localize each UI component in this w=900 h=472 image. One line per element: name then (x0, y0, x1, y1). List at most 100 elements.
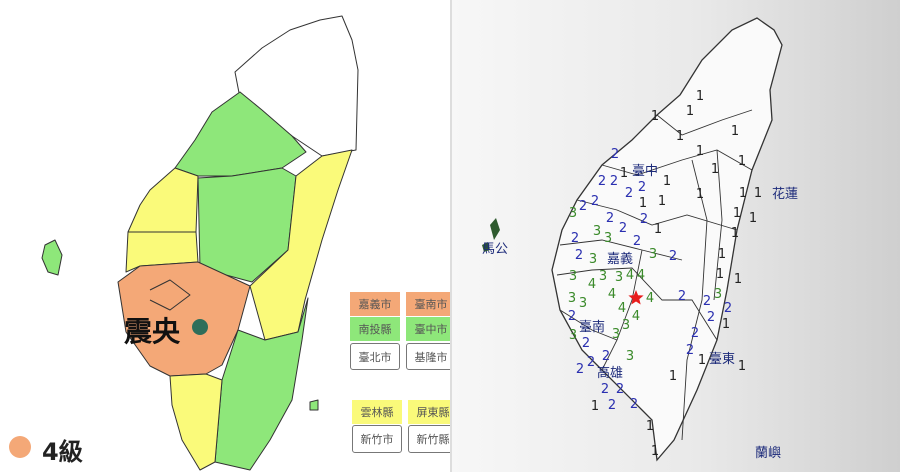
station-intensity-1: 1 (676, 129, 684, 144)
station-intensity-1: 1 (651, 109, 659, 124)
epicenter-star-icon (628, 290, 644, 305)
station-intensity-4: 4 (632, 309, 640, 324)
station-intensity-3: 3 (649, 247, 657, 262)
station-intensity-2: 2 (707, 310, 715, 325)
county-taitung[interactable] (214, 297, 309, 471)
county-button-taipei[interactable]: 臺北市 (350, 343, 400, 370)
station-intensity-1: 1 (646, 419, 654, 434)
station-intensity-4: 4 (588, 277, 596, 292)
station-intensity-1: 1 (718, 247, 726, 262)
taiwan-county-map (9, 15, 359, 471)
station-intensity-3: 3 (714, 287, 722, 302)
city-label-taichung: 臺中 (632, 164, 658, 179)
city-label-lanyu: 蘭嶼 (755, 445, 781, 461)
station-intensity-1: 1 (686, 104, 694, 119)
station-intensity-2: 2 (602, 349, 610, 364)
station-intensity-3: 3 (593, 224, 601, 239)
station-intensity-1: 1 (654, 222, 662, 237)
station-intensity-3: 3 (612, 327, 620, 342)
county-button-hsinchu-county[interactable]: 新竹縣 (408, 425, 458, 453)
station-intensity-3: 3 (626, 349, 634, 364)
taiwan-outline (551, 17, 783, 462)
station-intensity-1: 1 (698, 353, 706, 368)
county-chiayi-tainan-kaohsiung[interactable] (117, 261, 251, 377)
station-intensity-1: 1 (734, 272, 742, 287)
station-intensity-1: 1 (711, 162, 719, 177)
station-intensity-3: 3 (589, 252, 597, 267)
station-intensity-1: 1 (591, 399, 599, 414)
city-label-kaohsiung: 高雄 (597, 365, 623, 381)
station-intensity-2: 2 (724, 301, 732, 316)
station-intensity-3: 3 (569, 269, 577, 284)
city-label-hualien: 花蓮 (772, 186, 798, 202)
epicenter-dot (192, 319, 208, 335)
level-4-swatch (9, 436, 31, 458)
station-intensity-1: 1 (738, 154, 746, 169)
county-pingtung[interactable] (169, 373, 223, 471)
station-intensity-1: 1 (639, 196, 647, 211)
station-intensity-3: 3 (569, 328, 577, 343)
station-intensity-2: 2 (610, 174, 618, 189)
city-label-taitung: 臺東 (709, 351, 735, 367)
station-intensity-1: 1 (716, 267, 724, 282)
county-borders (556, 109, 753, 441)
station-intensity-3: 3 (622, 318, 630, 333)
station-intensity-2: 2 (571, 231, 579, 246)
county-button-yunlin[interactable]: 雲林縣 (352, 400, 402, 424)
station-intensity-2: 2 (591, 194, 599, 209)
lanyu-island (309, 399, 319, 411)
station-intensity-1: 1 (733, 206, 741, 221)
station-intensity-3: 3 (568, 291, 576, 306)
penghu-islands (41, 239, 63, 276)
station-intensity-2: 2 (633, 234, 641, 249)
county-hualien[interactable] (249, 149, 353, 341)
station-intensity-1: 1 (731, 226, 739, 241)
station-intensity-2: 2 (669, 249, 677, 264)
station-intensity-3: 3 (599, 269, 607, 284)
station-intensity-4: 4 (608, 287, 616, 302)
county-button-chiayi-city[interactable]: 嘉義市 (350, 292, 400, 316)
station-intensity-1: 1 (731, 124, 739, 139)
station-intensity-1: 1 (620, 166, 628, 181)
station-intensity-2: 2 (703, 294, 711, 309)
station-intensity-map: 臺中 花蓮 嘉義 臺南 高雄 臺東 馬公 蘭嶼 1 1 1 1 1 2 1 1 2 1 1 1 1 1 1 1 1 1 1 2 2 2 3 2… (452, 0, 900, 472)
station-intensity-2: 2 (587, 355, 595, 370)
station-intensity-2: 2 (691, 326, 699, 341)
county-taichung-miaoli[interactable] (174, 91, 307, 177)
county-button-nantou[interactable]: 南投縣 (350, 317, 400, 341)
station-intensity-1: 1 (738, 359, 746, 374)
station-intensity-2: 2 (638, 180, 646, 195)
station-intensity-2: 2 (611, 147, 619, 162)
panel-divider (450, 0, 452, 472)
city-label-magong: 馬公 (482, 242, 508, 257)
station-intensity-3: 3 (615, 270, 623, 285)
station-intensity-1: 1 (663, 174, 671, 189)
station-intensity-1: 1 (754, 186, 762, 201)
county-button-tainan-city[interactable]: 臺南市 (406, 292, 456, 316)
county-button-taichung[interactable]: 臺中市 (406, 317, 456, 341)
county-changhua[interactable] (127, 167, 199, 233)
station-intensity-4: 4 (626, 268, 634, 283)
station-intensity-3: 3 (569, 206, 577, 221)
station-intensity-4: 4 (618, 301, 626, 316)
county-button-keelung[interactable]: 基隆市 (406, 343, 456, 370)
station-intensity-1: 1 (696, 89, 704, 104)
station-intensity-1: 1 (696, 144, 704, 159)
county-button-hsinchu-city[interactable]: 新竹市 (352, 425, 402, 453)
station-intensity-2: 2 (630, 397, 638, 412)
station-intensity-4: 4 (637, 268, 645, 283)
station-intensity-2: 2 (619, 221, 627, 236)
station-intensity-2: 2 (582, 336, 590, 351)
city-label-tainan: 臺南 (579, 319, 605, 335)
station-intensity-2: 2 (568, 309, 576, 324)
station-intensity-1: 1 (749, 211, 757, 226)
station-intensity-1: 1 (696, 187, 704, 202)
station-intensity-1: 1 (739, 186, 747, 201)
station-intensity-2: 2 (575, 248, 583, 263)
station-intensity-2: 2 (579, 199, 587, 214)
chiayi-city-border (149, 279, 191, 311)
station-intensity-1: 1 (658, 194, 666, 209)
county-button-pingtung[interactable]: 屏東縣 (408, 400, 458, 424)
station-intensity-2: 2 (608, 398, 616, 413)
